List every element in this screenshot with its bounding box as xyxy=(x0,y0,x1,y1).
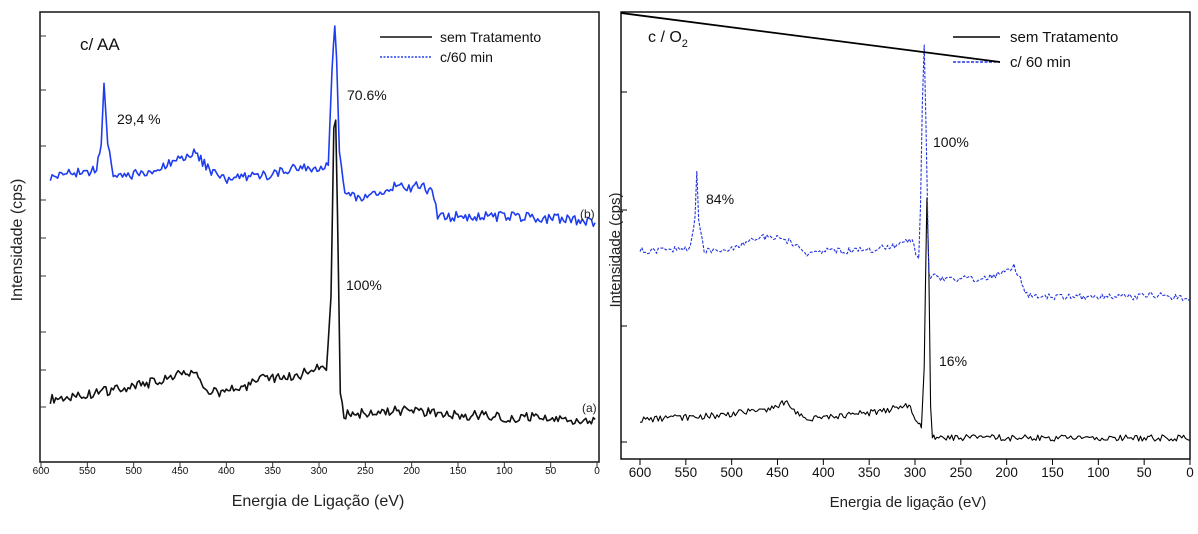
x-tick-label: 50 xyxy=(1137,465,1152,480)
x-axis-label: Energia de Ligação (eV) xyxy=(232,493,405,510)
peak-annotation: 70.6% xyxy=(347,87,387,103)
peak-annotation: 100% xyxy=(933,134,969,150)
x-tick-label: 250 xyxy=(950,465,973,480)
x-axis-label: Energia de ligação (eV) xyxy=(830,494,987,511)
x-tick-label: 200 xyxy=(995,465,1018,480)
x-tick-label: 100 xyxy=(1087,465,1110,480)
panel-label: c / O2 xyxy=(648,29,688,50)
legend: sem Tratamento c/ 60 min xyxy=(953,29,1118,71)
x-tick-label: 350 xyxy=(858,465,881,480)
x-tick-label: 300 xyxy=(311,466,328,477)
x-tick-label: 400 xyxy=(812,465,835,480)
series-line-sem-tratamento xyxy=(640,197,1191,442)
series-line-c60-min xyxy=(49,25,596,228)
x-tick-label: 550 xyxy=(675,465,698,480)
x-tick-label: 150 xyxy=(1041,465,1064,480)
peak-annotation: 100% xyxy=(346,277,382,293)
x-tick-label: 150 xyxy=(450,466,467,477)
chart-panel-left: 600 550 500 450 400 350 300 250 200 150 100 50 0Ener… xyxy=(9,11,600,510)
panel-label: c/ AA xyxy=(80,35,120,54)
legend-label: c/ 60 min xyxy=(1010,54,1071,71)
panel-label-subscript: 2 xyxy=(682,38,688,50)
curve-label: (b) xyxy=(580,207,595,221)
y-axis-label: Intensidade (cps) xyxy=(9,179,26,302)
plot-frame xyxy=(620,11,1191,460)
x-tick-label: 300 xyxy=(904,465,927,480)
x-tick-label: 600 xyxy=(629,465,652,480)
x-tick-label: 250 xyxy=(357,466,374,477)
x-tick-label: 100 xyxy=(496,466,513,477)
x-tick-label: 600 xyxy=(33,466,50,477)
series-line-c60-min xyxy=(639,44,1191,302)
x-tick-label: 450 xyxy=(766,465,789,480)
legend-label: sem Tratamento xyxy=(1010,29,1118,46)
x-tick-label: 50 xyxy=(545,466,557,477)
chart-panel-right: 600 550 500 450 400 350 300 250 200 150 100 50 0Ener… xyxy=(607,11,1194,511)
plot-frame xyxy=(39,11,600,463)
x-tick-label: 400 xyxy=(218,466,235,477)
peak-annotation: 84% xyxy=(706,191,734,207)
peak-annotation: 16% xyxy=(939,353,967,369)
x-tick-label: 450 xyxy=(172,466,189,477)
legend-label: c/60 min xyxy=(440,49,493,65)
diagonal-artifact-line xyxy=(620,12,1001,63)
series-line-sem-tratamento xyxy=(49,119,596,425)
x-tick-label: 350 xyxy=(264,466,281,477)
x-tick-label: 0 xyxy=(1186,465,1194,480)
y-axis-label: Intensidade (cps) xyxy=(607,192,624,307)
legend: sem Tratamento c/60 min xyxy=(380,29,541,65)
curve-label: (a) xyxy=(582,401,597,415)
x-tick-label: 500 xyxy=(125,466,142,477)
x-tick-label: 550 xyxy=(79,466,96,477)
peak-annotation: 29,4 % xyxy=(117,111,161,127)
x-tick-label: 500 xyxy=(720,465,743,480)
x-tick-label: 200 xyxy=(403,466,420,477)
x-tick-label: 0 xyxy=(594,466,600,477)
legend-label: sem Tratamento xyxy=(440,29,541,45)
